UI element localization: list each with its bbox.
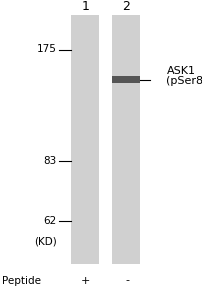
Text: +: + — [80, 275, 89, 286]
Text: ASK1: ASK1 — [166, 67, 195, 76]
Text: -: - — [125, 275, 129, 286]
Bar — [111, 76, 139, 83]
Text: Peptide: Peptide — [2, 275, 41, 286]
Text: 2: 2 — [121, 0, 129, 13]
Text: 83: 83 — [43, 155, 57, 166]
Bar — [111, 15, 139, 264]
Text: (KD): (KD) — [34, 236, 57, 247]
Text: 175: 175 — [37, 44, 57, 55]
Text: 1: 1 — [81, 0, 89, 13]
Text: 62: 62 — [43, 215, 57, 226]
Text: (pSer83): (pSer83) — [166, 76, 202, 86]
Bar — [71, 15, 99, 264]
